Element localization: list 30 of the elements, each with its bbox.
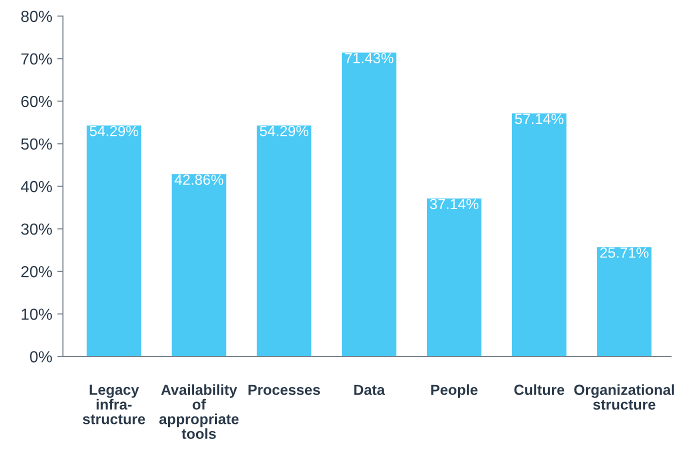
y-tick-label: 30% [21, 223, 52, 235]
data-label: 54.29% [90, 126, 138, 136]
y-tick-label: 70% [21, 53, 52, 65]
data-label: 25.71% [600, 247, 648, 258]
bar [256, 125, 312, 356]
x-tick-label: People [431, 384, 478, 398]
bar [597, 247, 652, 356]
bar [512, 113, 566, 356]
x-tick-label: Availability of appropriate tools [159, 384, 239, 439]
data-label: 42.86% [174, 174, 224, 185]
x-tick-label: Data [354, 384, 385, 395]
y-tick-label: 40% [20, 180, 52, 192]
data-label: 57.14% [515, 114, 564, 124]
y-tick-label: 0% [30, 351, 52, 362]
x-tick-label: Legacy infra- structure [82, 384, 146, 424]
x-tick-label: Processes [248, 384, 320, 395]
y-tick-label: 20% [21, 266, 52, 278]
y-tick-label: 80% [21, 10, 52, 22]
bar [426, 198, 482, 356]
bar [86, 125, 142, 356]
x-tick-label: Culture [514, 384, 564, 395]
bar [172, 174, 226, 356]
bar [342, 52, 396, 356]
y-tick-label: 10% [22, 308, 52, 320]
y-tick-label: 60% [21, 96, 52, 108]
y-tick-label: 50% [21, 138, 52, 150]
data-label: 37.14% [430, 198, 478, 210]
x-tick-label: Organizational structure [574, 384, 674, 410]
data-label: 71.43% [345, 52, 394, 64]
data-label: 54.29% [260, 126, 308, 136]
